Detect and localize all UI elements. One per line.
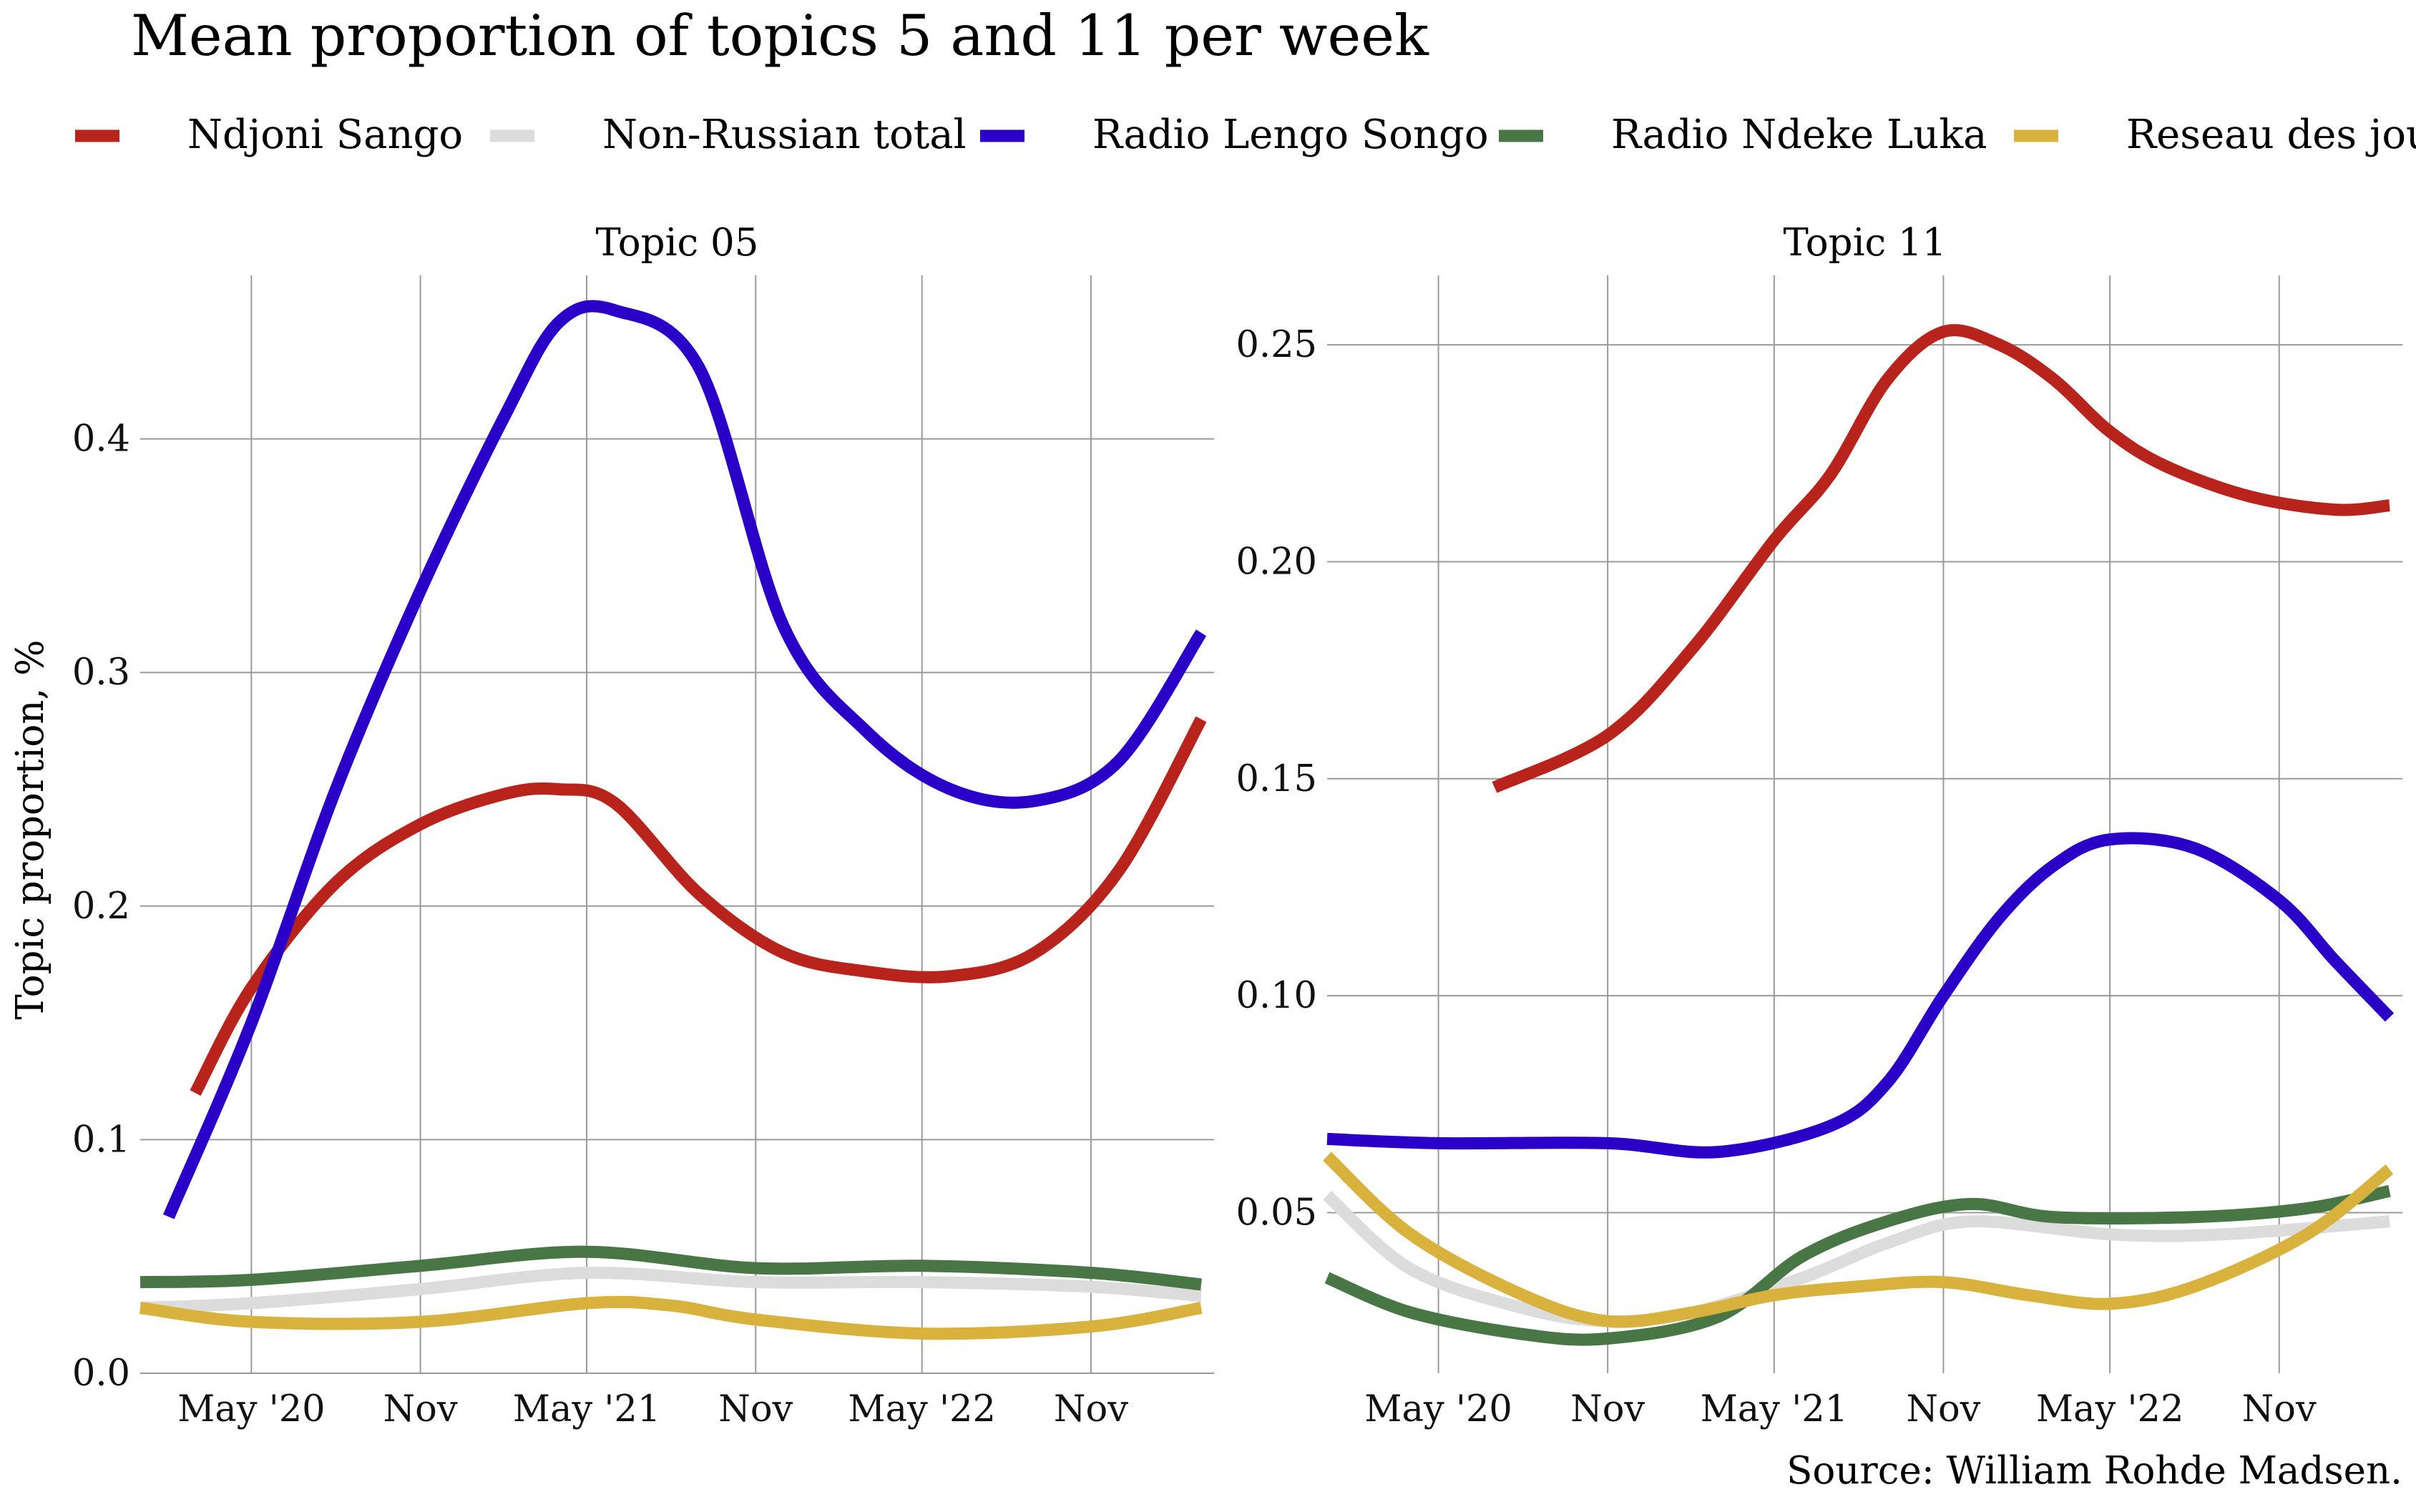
- legend-item-ndjoni-sango: Ndjoni Sango: [75, 112, 463, 158]
- chart-title: Mean proportion of topics 5 and 11 per w…: [131, 3, 1429, 69]
- legend-item-radio-ndeke-luka: Radio Ndeke Luka: [1499, 112, 1987, 158]
- legend-item-radio-lengo-songo: Radio Lengo Songo: [980, 112, 1489, 158]
- x-tick-label: Nov: [383, 1388, 458, 1430]
- x-tick-label: May '22: [2036, 1388, 2184, 1430]
- series-line-reseau-des-journalistes: [1323, 1152, 2394, 1328]
- series-line-radio-ndeke-luka: [1324, 1184, 2391, 1346]
- x-tick-label: May '22: [848, 1388, 996, 1430]
- x-tick-label: Nov: [1570, 1388, 1645, 1430]
- legend-label-radio-ndeke-luka: Radio Ndeke Luka: [1611, 112, 1987, 158]
- x-tick-label: May '20: [1364, 1388, 1512, 1430]
- legend-label-reseau-des-journalistes: Reseau des journalistes: [2126, 112, 2416, 158]
- facet-title-topic-05: Topic 05: [596, 221, 759, 265]
- y-tick-label: 0.05: [1236, 1192, 1317, 1234]
- y-tick-label: 0.4: [72, 418, 130, 461]
- x-tick-label: May '21: [513, 1388, 661, 1430]
- y-axis-title: Topic proportion, %: [9, 639, 52, 1019]
- series-line-ndjoni-sango: [1492, 324, 2390, 793]
- facet-panels: Topic 05 0.0 0.1 0.2 0.3 0.4 May '20 Nov May '21…: [72, 221, 2402, 1430]
- legend-label-ndjoni-sango: Ndjoni Sango: [187, 112, 463, 158]
- legend-label-non-russian-total: Non-Russian total: [602, 112, 967, 158]
- y-tick-label: 0.15: [1236, 758, 1317, 800]
- legend-label-radio-lengo-songo: Radio Lengo Songo: [1092, 112, 1489, 158]
- series-line-ndjoni-sango: [190, 716, 1207, 1096]
- facet-title-topic-11: Topic 11: [1784, 221, 1947, 265]
- series-line-non-russian-total: [1323, 1190, 2390, 1327]
- y-tick-label: 0.0: [72, 1353, 130, 1395]
- y-tick-label: 0.1: [72, 1119, 130, 1161]
- panel-topic-05: Topic 05 0.0 0.1 0.2 0.3 0.4 May '20 Nov May '21…: [72, 221, 1214, 1430]
- x-tick-label: Nov: [1906, 1388, 1980, 1430]
- series-line-non-russian-total: [140, 1266, 1202, 1315]
- y-tick-label: 0.2: [72, 885, 130, 928]
- x-tick-label: May '20: [177, 1388, 326, 1430]
- x-tick-label: May '21: [1701, 1388, 1849, 1430]
- y-tick-label: 0.25: [1236, 324, 1317, 366]
- y-tick-label: 0.10: [1236, 975, 1317, 1017]
- series-line-radio-lengo-songo: [162, 300, 1207, 1219]
- series-line-reseau-des-journalistes: [139, 1295, 1203, 1340]
- series-line-radio-lengo-songo: [1326, 832, 2395, 1159]
- x-tick-label: Nov: [2242, 1388, 2317, 1430]
- x-tick-label: Nov: [718, 1388, 793, 1430]
- series-line-radio-ndeke-luka: [140, 1245, 1202, 1291]
- x-tick-label: Nov: [1054, 1388, 1128, 1430]
- legend-item-non-russian-total: Non-Russian total: [490, 112, 967, 158]
- panel-topic-11: Topic 11 0.05 0.10 0.15 0.20 0.25 May '20 Nov Ma…: [1236, 221, 2402, 1430]
- caption: Source: William Rohde Madsen.: [1786, 1449, 2402, 1493]
- y-tick-label: 0.20: [1236, 541, 1317, 583]
- legend-item-reseau-des-journalistes: Reseau des journalistes: [2014, 112, 2416, 158]
- y-tick-label: 0.3: [72, 652, 130, 694]
- legend: Ndjoni Sango Non-Russian total Radio Lengo…: [75, 112, 2416, 158]
